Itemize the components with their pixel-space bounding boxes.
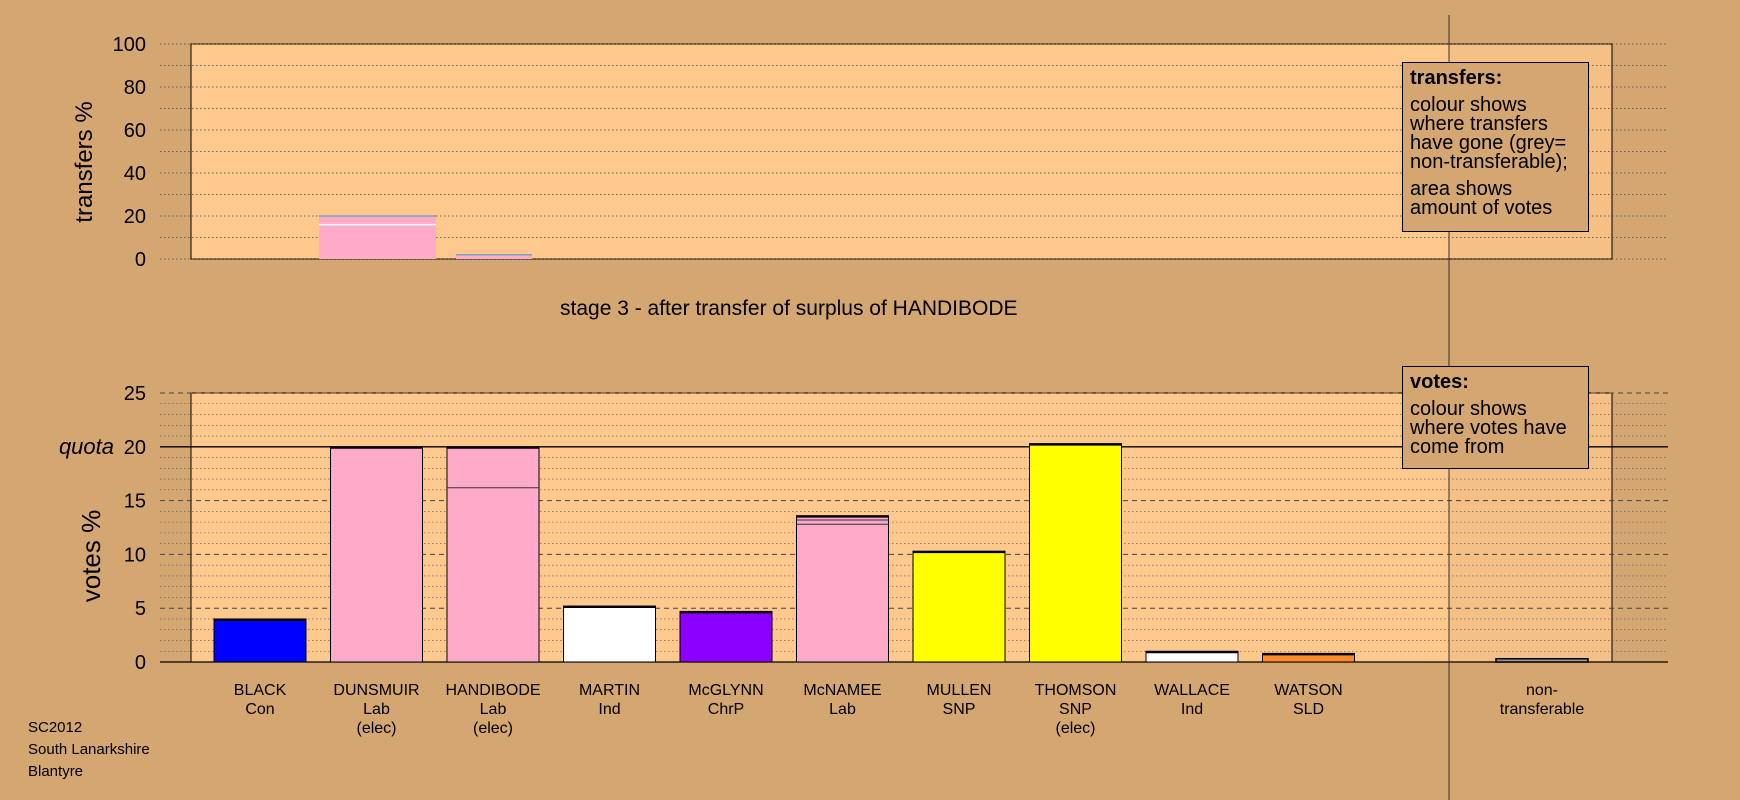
votes-tick-label: 10 xyxy=(124,544,146,566)
candidate-name-label: HANDIBODE xyxy=(445,682,540,699)
votes-tick-label: 20 xyxy=(124,437,146,459)
candidate-elected-label: (elec) xyxy=(356,720,396,737)
vote-bar-dunsmuir xyxy=(330,446,423,663)
candidate-name-label: MARTIN xyxy=(579,682,640,699)
transfers-tick-label: 20 xyxy=(124,206,146,228)
quota-label: quota xyxy=(59,434,114,459)
vote-bar-handibode xyxy=(446,446,540,663)
candidate-party-label: SNP xyxy=(1059,701,1092,718)
votes-legend-text: colour shows where votes have come from xyxy=(1410,398,1567,458)
nontransferable-bar xyxy=(1495,658,1589,663)
vote-bar-mcglynn xyxy=(679,610,773,663)
vote-bar-martin xyxy=(563,605,656,663)
candidate-name-label: WALLACE xyxy=(1154,682,1230,699)
candidate-party-label: Ind xyxy=(1181,701,1203,718)
candidate-party-label: Ind xyxy=(598,701,620,718)
footer: SC2012 South Lanarkshire Blantyre xyxy=(28,717,150,783)
transfer-bar-mcnamee xyxy=(456,254,532,259)
candidate-name-label: MULLEN xyxy=(927,682,992,699)
votes-tick-label: 5 xyxy=(135,598,146,620)
nontransferable-label-2: transferable xyxy=(1500,701,1585,718)
transfers-tick-label: 80 xyxy=(124,77,146,99)
candidate-name-label: BLACK xyxy=(234,682,287,699)
candidate-party-label: ChrP xyxy=(708,701,744,718)
transfers-tick-label: 60 xyxy=(124,120,146,142)
footer-council: South Lanarkshire xyxy=(28,741,150,758)
nontransferable-label-1: non- xyxy=(1526,682,1558,699)
candidate-name-label: WATSON xyxy=(1274,682,1342,699)
transfers-legend-text-2: area shows amount of votes xyxy=(1410,178,1553,219)
candidate-party-label: Con xyxy=(245,701,274,718)
candidate-elected-label: (elec) xyxy=(1055,720,1095,737)
votes-tick-label: 15 xyxy=(124,491,146,513)
candidate-party-label: SLD xyxy=(1293,701,1324,718)
candidate-name-label: THOMSON xyxy=(1035,682,1117,699)
vote-bar-mcnamee xyxy=(796,515,889,663)
footer-election: SC2012 xyxy=(28,719,83,736)
votes-panel xyxy=(190,392,1613,663)
transfers-axis-label: transfers % xyxy=(71,101,98,222)
candidate-party-label: Lab xyxy=(363,701,390,718)
candidate-name-label: DUNSMUIR xyxy=(333,682,419,699)
transfers-legend: transfers: colour shows where transfers … xyxy=(1402,62,1589,232)
transfers-tick-label: 40 xyxy=(124,163,146,185)
footer-ward: Blantyre xyxy=(28,763,84,780)
votes-tick-label: 25 xyxy=(124,383,146,405)
vote-bar-thomson xyxy=(1029,443,1122,663)
vote-bar-mullen xyxy=(912,550,1006,663)
votes-legend-title: votes: xyxy=(1410,371,1469,393)
transfers-tick-label: 0 xyxy=(135,249,146,271)
transfers-legend-title: transfers: xyxy=(1410,67,1503,89)
transfer-bar-dunsmuir xyxy=(319,216,436,259)
transfers-legend-text-1: colour shows where transfers have gone (… xyxy=(1410,94,1568,173)
candidate-party-label: Lab xyxy=(829,701,856,718)
candidate-party-label: Lab xyxy=(480,701,507,718)
candidate-name-label: McNAMEE xyxy=(803,682,881,699)
candidate-party-label: SNP xyxy=(943,701,976,718)
candidate-elected-label: (elec) xyxy=(473,720,513,737)
vote-bar-black xyxy=(213,618,307,663)
votes-tick-label: 0 xyxy=(135,652,146,674)
votes-axis-label: votes % xyxy=(76,510,106,603)
votes-legend: votes: colour shows where votes have com… xyxy=(1402,366,1589,469)
stage-caption: stage 3 - after transfer of surplus of H… xyxy=(560,297,1018,320)
transfers-tick-label: 100 xyxy=(113,34,146,56)
candidate-name-label: McGLYNN xyxy=(688,682,763,699)
